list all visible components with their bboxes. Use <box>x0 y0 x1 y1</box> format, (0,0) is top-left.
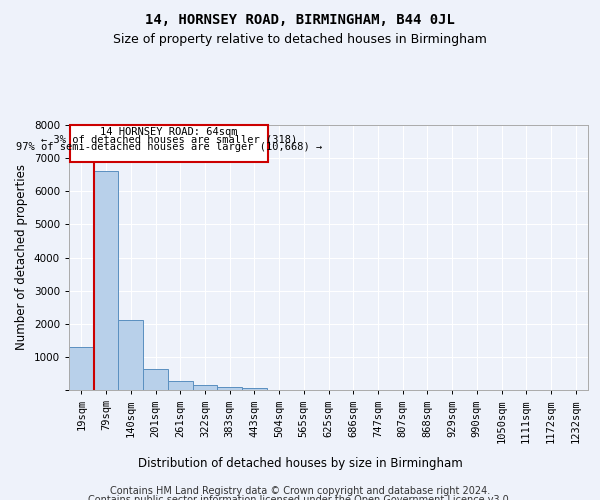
Text: Size of property relative to detached houses in Birmingham: Size of property relative to detached ho… <box>113 32 487 46</box>
Bar <box>118 320 143 390</box>
Bar <box>193 386 217 390</box>
Bar <box>168 382 193 390</box>
Text: Contains HM Land Registry data © Crown copyright and database right 2024.: Contains HM Land Registry data © Crown c… <box>110 486 490 496</box>
Text: ← 3% of detached houses are smaller (318): ← 3% of detached houses are smaller (318… <box>41 134 297 144</box>
FancyBboxPatch shape <box>70 125 268 162</box>
Text: 14 HORNSEY ROAD: 64sqm: 14 HORNSEY ROAD: 64sqm <box>100 127 238 137</box>
Y-axis label: Number of detached properties: Number of detached properties <box>15 164 28 350</box>
Text: 97% of semi-detached houses are larger (10,668) →: 97% of semi-detached houses are larger (… <box>16 142 322 152</box>
Text: 14, HORNSEY ROAD, BIRMINGHAM, B44 0JL: 14, HORNSEY ROAD, BIRMINGHAM, B44 0JL <box>145 12 455 26</box>
Bar <box>143 370 168 390</box>
Text: Distribution of detached houses by size in Birmingham: Distribution of detached houses by size … <box>137 458 463 470</box>
Bar <box>69 347 94 390</box>
Text: Contains public sector information licensed under the Open Government Licence v3: Contains public sector information licen… <box>88 495 512 500</box>
Bar <box>242 388 267 390</box>
Bar <box>94 172 118 390</box>
Bar <box>217 386 242 390</box>
